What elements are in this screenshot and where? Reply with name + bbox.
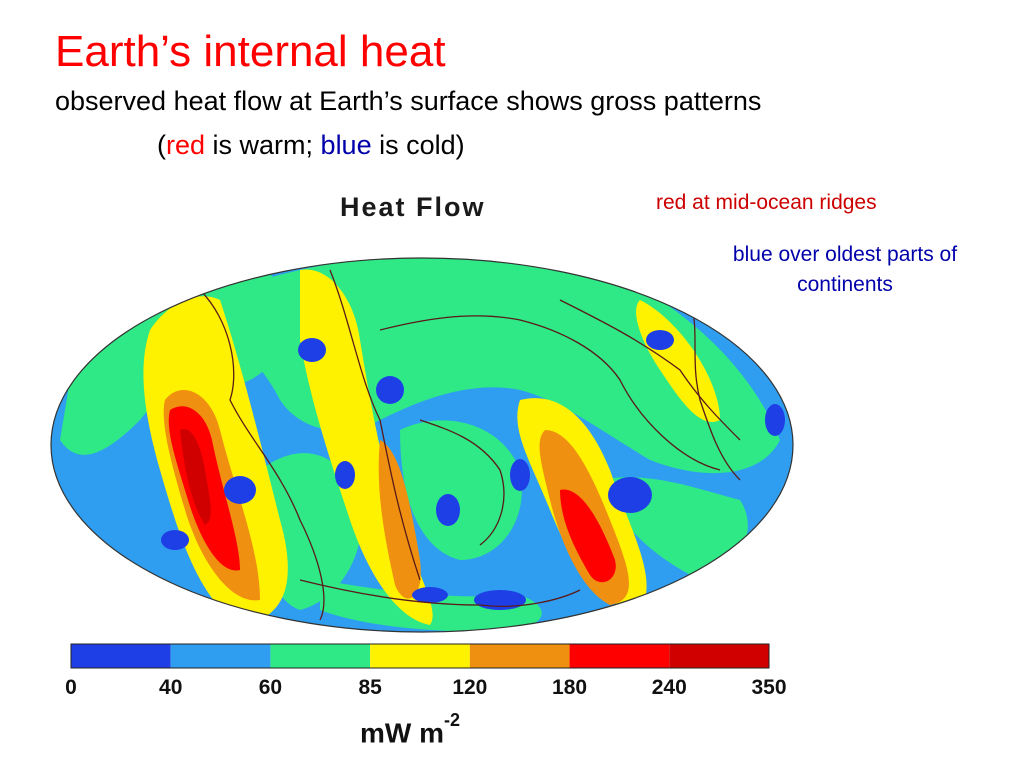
- color-legend-note: (red is warm; blue is cold): [157, 128, 465, 162]
- continent-outlines: [199, 269, 741, 621]
- cold-spot: [161, 530, 189, 550]
- cold-spot: [298, 338, 326, 362]
- colorbar-segment: [569, 644, 670, 668]
- cold-spot: [224, 476, 256, 504]
- colorbar-tick-label: 40: [159, 676, 183, 699]
- paren-open: (: [157, 130, 166, 160]
- cold-spot: [436, 494, 460, 526]
- mid-text: is warm;: [205, 130, 321, 160]
- cold-spot: [376, 376, 404, 404]
- colorbar-segment: [669, 644, 769, 668]
- orange-core: [378, 440, 421, 599]
- colorbar-tick-label: 350: [751, 676, 787, 699]
- colorbar-segment: [469, 644, 570, 668]
- colorbar: [70, 643, 770, 669]
- red-core: [560, 489, 616, 583]
- colorbar-segment: [370, 644, 470, 668]
- cold-spot: [474, 590, 526, 610]
- colorbar-tick-label: 240: [651, 676, 687, 699]
- slide-subtitle: observed heat flow at Earth’s surface sh…: [55, 86, 762, 116]
- colorbar-segment: [270, 644, 371, 668]
- unit-base: mW m: [360, 717, 444, 749]
- cold-spot: [510, 459, 530, 491]
- slide-title: Earth’s internal heat: [55, 27, 446, 76]
- cold-spot: [765, 404, 785, 436]
- note-ridges: red at mid-ocean ridges: [656, 191, 877, 214]
- colorbar-segment: [71, 644, 171, 668]
- colorbar-tick-label: 120: [452, 676, 488, 699]
- note-continents: blue over oldest parts of continents: [732, 243, 958, 296]
- unit-label: mW m-2: [360, 710, 460, 749]
- colorbar-tick-label: 60: [258, 676, 283, 699]
- cold-spot: [335, 461, 355, 489]
- colorbar-tick-label: 0: [65, 676, 77, 699]
- cold-spot: [608, 477, 652, 513]
- colorbar-segment: [170, 644, 271, 668]
- paren-close: is cold): [371, 130, 465, 160]
- cold-spot: [412, 587, 448, 603]
- red-core: [180, 429, 211, 525]
- cold-spot: [646, 330, 674, 350]
- blue-word: blue: [320, 130, 372, 160]
- colorbar-border: [70, 643, 770, 669]
- colorbar-tick-label: 85: [358, 676, 382, 699]
- map-title: Heat Flow: [340, 192, 486, 222]
- globe-outline: [50, 257, 794, 633]
- colorbar-tick-label: 180: [552, 676, 588, 699]
- unit-exponent: -2: [444, 710, 461, 730]
- red-word: red: [166, 130, 206, 160]
- green-region: [400, 420, 522, 560]
